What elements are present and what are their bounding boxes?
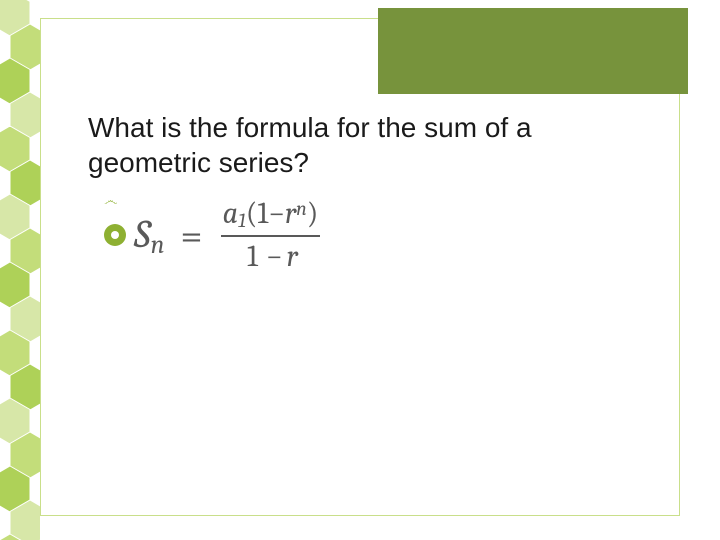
num-open-paren: ( [246,196,257,231]
slide-title: What is the formula for the sum of a geo… [88,110,648,180]
formula: Sn = a1(1−rn) 1−r [134,196,320,275]
fraction-bar [221,235,321,237]
decorative-curl: ෴ [104,194,117,210]
num-minus: − [268,196,285,231]
fraction: a1(1−rn) 1−r [221,196,321,275]
numerator: a1(1−rn) [221,196,321,233]
num-a-var: a [223,196,238,231]
bullet-icon [104,224,126,246]
lhs-var: S [134,211,151,257]
num-a-sub: 1 [238,209,246,232]
lhs-sub: n [151,230,165,260]
den-r: r [287,239,298,274]
left-hex-border [0,0,40,540]
num-r: r [285,196,296,231]
denominator: 1−r [241,239,300,275]
num-one: 1 [257,196,268,231]
num-close-paren: ) [307,196,318,231]
slide: What is the formula for the sum of a geo… [0,0,720,540]
num-r-sup: n [296,197,307,220]
corner-accent-box [378,8,688,94]
equals-sign: = [180,213,202,259]
den-minus: − [266,239,283,274]
den-one: 1 [247,239,258,274]
formula-lhs: Sn [134,211,164,260]
